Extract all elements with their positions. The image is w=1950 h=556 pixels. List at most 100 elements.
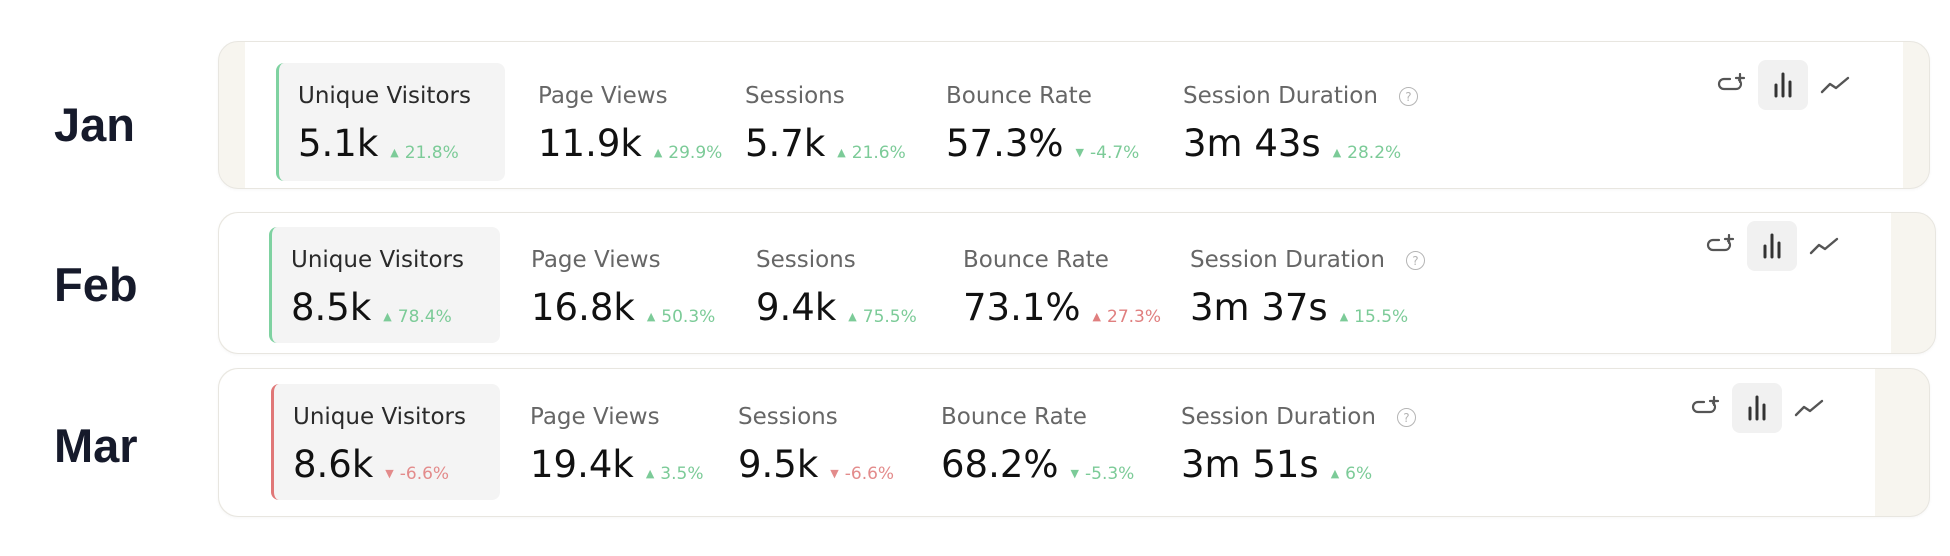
metric-label: Session Duration? [1190,246,1425,274]
metric-value: 9.5k [738,443,819,486]
metric-page-views[interactable]: Page Views 16.8k ▲ 50.3% [531,227,715,345]
metric-label: Page Views [531,247,661,273]
change-badge: ▲ 75.5% [848,306,917,327]
help-icon[interactable]: ? [1398,87,1418,106]
triangle-up-icon: ▲ [646,310,656,323]
metric-value: 5.7k [745,122,826,165]
triangle-up-icon: ▲ [848,310,857,323]
metric-label: Unique Visitors [298,83,471,109]
metric-label: Bounce Rate [946,83,1092,109]
stats-card: Unique Visitors 8.6k ▼ -6.6% Page Views 1… [218,368,1930,517]
stats-card: Unique Visitors 8.5k ▲ 78.4% Page Views 1… [218,212,1936,354]
metric-session-duration[interactable]: Session Duration? 3m 43s ▲ 28.2% [1183,63,1418,181]
metric-value: 3m 51s [1181,443,1319,486]
bar-chart-icon [1763,233,1781,259]
change-badge: ▲ 21.6% [837,142,906,163]
line-chart-button[interactable] [1799,221,1849,271]
metric-sessions[interactable]: Sessions 9.5k ▼ -6.6% [738,384,894,502]
metric-value: 8.6k [293,443,374,486]
bar-chart-button[interactable] [1732,383,1782,433]
change-badge: ▲ 21.8% [390,142,459,163]
change-badge: ▼ -4.7% [1075,142,1140,163]
metric-label: Page Views [538,83,668,109]
triangle-up-icon: ▲ [1332,146,1342,159]
metric-value: 3m 43s [1183,122,1321,165]
add-comparison-icon [1717,73,1746,91]
stats-card-body [245,42,1903,188]
metric-bounce-rate[interactable]: Bounce Rate 68.2% ▼ -5.3% [941,384,1134,502]
line-chart-icon [1820,76,1850,94]
triangle-up-icon: ▲ [653,146,663,159]
metric-value: 5.1k [298,122,379,165]
line-chart-button[interactable] [1784,383,1834,433]
triangle-up-icon: ▲ [390,146,399,159]
help-icon[interactable]: ? [1396,408,1416,427]
change-badge: ▲ 50.3% [646,306,716,327]
change-badge: ▼ -5.3% [1070,463,1135,484]
metric-value: 16.8k [531,286,635,329]
month-label: Feb [54,258,138,311]
metric-page-views[interactable]: Page Views 11.9k ▲ 29.9% [538,63,722,181]
triangle-up-icon: ▲ [645,467,655,480]
chart-tools [1706,60,1862,110]
metric-page-views[interactable]: Page Views 19.4k ▲ 3.5% [530,384,703,502]
metric-unique-visitors[interactable]: Unique Visitors 8.6k ▼ -6.6% [271,384,500,500]
chart-tools [1695,221,1851,271]
metric-label: Sessions [738,404,838,430]
month-label: Mar [54,419,138,472]
metric-value: 19.4k [530,443,634,486]
metric-label: Unique Visitors [293,404,466,430]
metric-unique-visitors[interactable]: Unique Visitors 8.5k ▲ 78.4% [269,227,500,343]
stats-card: Unique Visitors 5.1k ▲ 21.8% Page Views 1… [218,41,1930,189]
metric-unique-visitors[interactable]: Unique Visitors 5.1k ▲ 21.8% [276,63,505,181]
metric-value: 57.3% [946,122,1064,165]
add-comparison-button[interactable] [1706,60,1756,110]
metric-value: 8.5k [291,286,372,329]
change-badge: ▲ 28.2% [1332,142,1402,163]
triangle-up-icon: ▲ [1092,310,1102,323]
metric-sessions[interactable]: Sessions 9.4k ▲ 75.5% [756,227,917,345]
metric-value: 11.9k [538,122,642,165]
triangle-down-icon: ▼ [830,467,839,480]
metric-label: Session Duration? [1183,82,1418,110]
bar-chart-button[interactable] [1747,221,1797,271]
triangle-down-icon: ▼ [385,467,394,480]
change-badge: ▲ 78.4% [383,306,452,327]
triangle-down-icon: ▼ [1070,467,1080,480]
month-label: Jan [54,98,135,151]
metric-sessions[interactable]: Sessions 5.7k ▲ 21.6% [745,63,906,181]
metric-value: 73.1% [963,286,1081,329]
change-badge: ▲ 15.5% [1339,306,1409,327]
help-icon[interactable]: ? [1405,251,1425,270]
metric-label: Unique Visitors [291,247,464,273]
change-badge: ▲ 29.9% [653,142,723,163]
metric-session-duration[interactable]: Session Duration? 3m 37s ▲ 15.5% [1190,227,1425,345]
metric-value: 68.2% [941,443,1059,486]
line-chart-icon [1809,237,1839,255]
change-badge: ▲ 6% [1330,463,1373,484]
metric-value: 9.4k [756,286,837,329]
metric-label: Sessions [745,83,845,109]
change-badge: ▲ 3.5% [645,463,704,484]
add-comparison-icon [1706,234,1735,252]
metric-label: Page Views [530,404,660,430]
metric-value: 3m 37s [1190,286,1328,329]
metric-bounce-rate[interactable]: Bounce Rate 57.3% ▼ -4.7% [946,63,1139,181]
add-comparison-button[interactable] [1680,383,1730,433]
bar-chart-icon [1748,395,1766,421]
metric-label: Bounce Rate [963,247,1109,273]
metric-label: Sessions [756,247,856,273]
triangle-up-icon: ▲ [1339,310,1349,323]
triangle-up-icon: ▲ [1330,467,1340,480]
line-chart-button[interactable] [1810,60,1860,110]
change-badge: ▼ -6.6% [385,463,450,484]
change-badge: ▲ 27.3% [1092,306,1162,327]
triangle-up-icon: ▲ [837,146,846,159]
change-badge: ▼ -6.6% [830,463,895,484]
metric-session-duration[interactable]: Session Duration? 3m 51s ▲ 6% [1181,384,1416,502]
bar-chart-icon [1774,72,1792,98]
add-comparison-button[interactable] [1695,221,1745,271]
metric-label: Bounce Rate [941,404,1087,430]
bar-chart-button[interactable] [1758,60,1808,110]
metric-bounce-rate[interactable]: Bounce Rate 73.1% ▲ 27.3% [963,227,1161,345]
